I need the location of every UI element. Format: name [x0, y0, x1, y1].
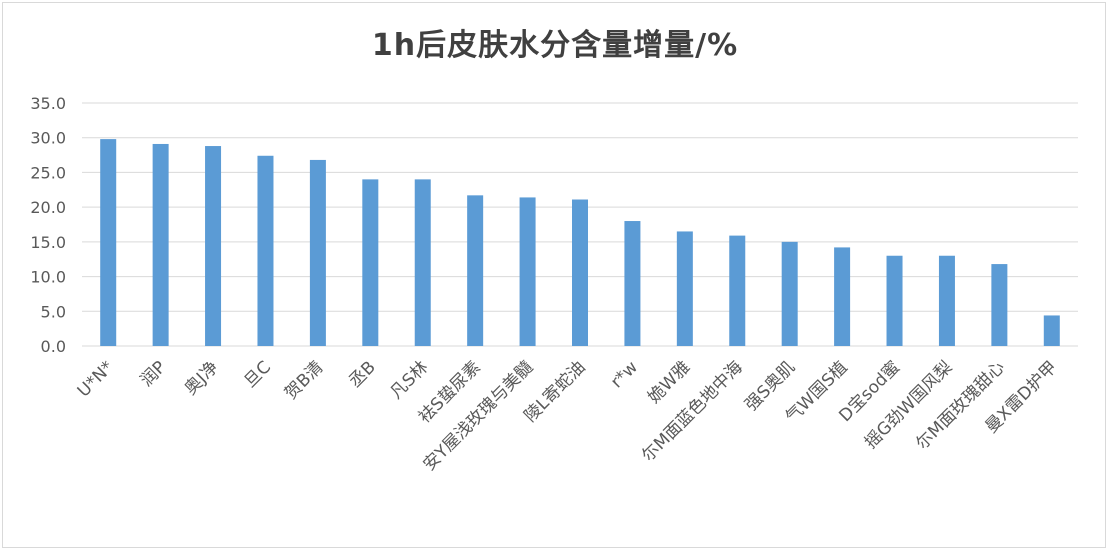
bar: [152, 143, 169, 346]
x-tick-label: U*N*: [74, 357, 118, 401]
bar: [414, 179, 431, 346]
bar: [834, 247, 851, 346]
bar: [624, 221, 641, 346]
y-tick-label: 25.0: [30, 163, 66, 182]
y-tick-label: 35.0: [30, 94, 66, 113]
bar: [676, 231, 693, 346]
x-tick-label: 姽W雅: [644, 357, 694, 407]
x-tick-label: 尓M面蓝色地中海: [638, 357, 747, 466]
x-tick-label: 奥J净: [181, 357, 223, 399]
y-tick-label: 20.0: [30, 198, 66, 217]
bar: [205, 146, 222, 346]
bar: [729, 235, 746, 346]
bar: [100, 139, 117, 346]
bar: [781, 241, 798, 346]
bar: [309, 159, 326, 346]
x-tick-label: 丞B: [345, 357, 379, 391]
y-axis: 0.0 5.0 10.0 15.0 20.0 25.0 30.0 35.0: [30, 94, 66, 356]
y-tick-label: 15.0: [30, 233, 66, 252]
bar: [362, 179, 379, 346]
bar: [1043, 315, 1060, 346]
x-tick-label: 润P: [137, 357, 170, 390]
y-tick-label: 0.0: [41, 337, 66, 356]
y-tick-label: 30.0: [30, 129, 66, 148]
x-tick-label: 贺B清: [281, 357, 327, 403]
y-tick-label: 5.0: [41, 302, 66, 321]
bar: [257, 155, 274, 346]
bar: [572, 199, 588, 346]
chart-title: 1h后皮肤水分含量增量/%: [371, 28, 739, 63]
bar: [519, 197, 536, 346]
bar: [467, 195, 484, 346]
bars: [100, 139, 1060, 346]
bar: [886, 255, 903, 346]
bar: [938, 255, 955, 346]
x-tick-label: r*w: [607, 357, 642, 392]
y-tick-label: 10.0: [30, 268, 66, 287]
x-tick-label: 凡S林: [386, 357, 432, 403]
x-tick-label: 旦C: [240, 357, 275, 392]
bar: [991, 264, 1008, 346]
